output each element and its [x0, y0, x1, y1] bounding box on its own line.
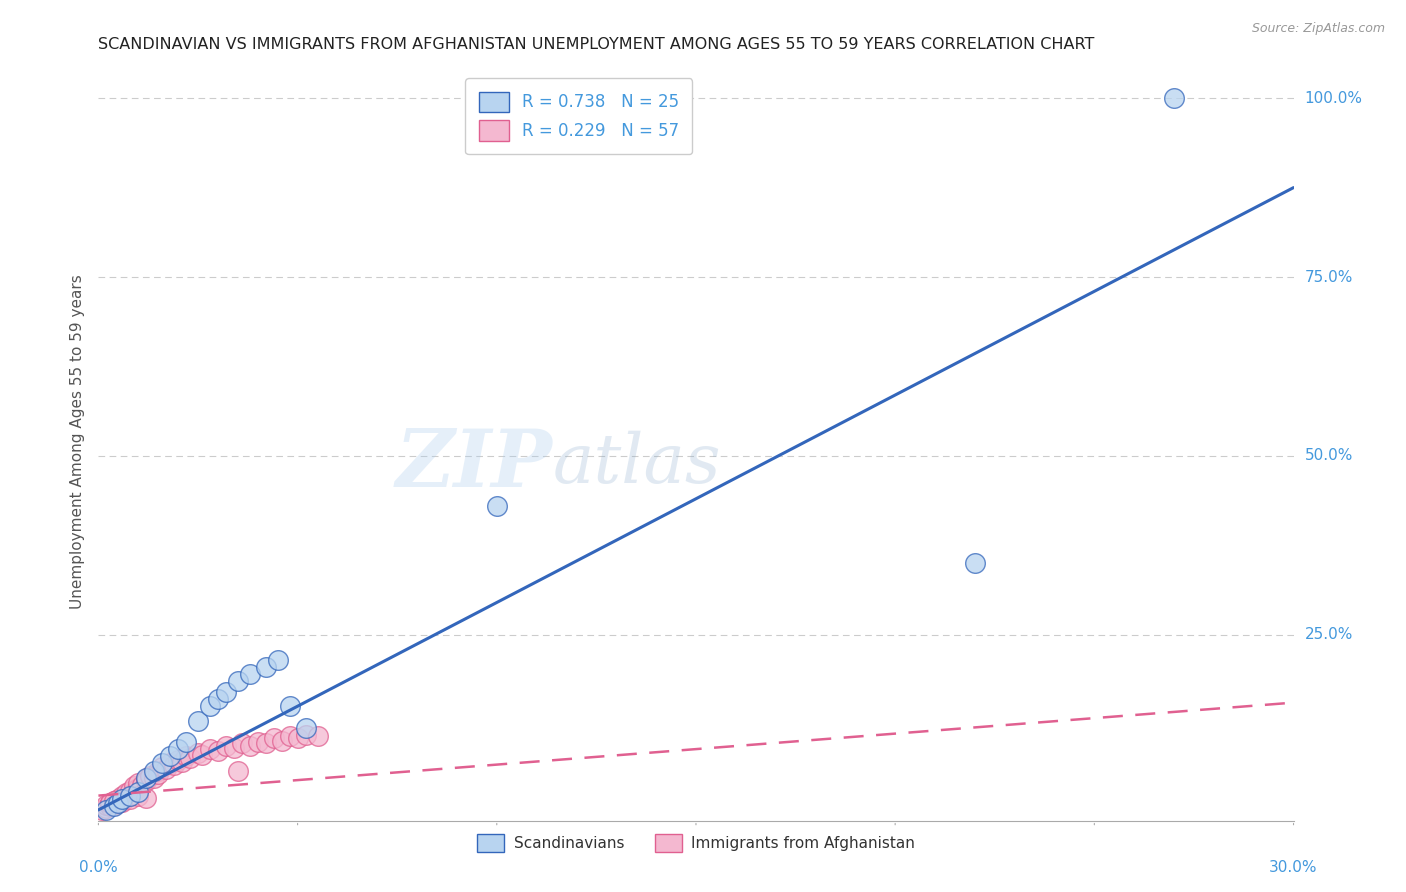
- Point: [294, 721, 316, 735]
- Point: [127, 789, 149, 803]
- Legend: Scandinavians, Immigrants from Afghanistan: Scandinavians, Immigrants from Afghanist…: [471, 828, 921, 858]
- Point: [215, 739, 238, 753]
- Point: [174, 749, 197, 764]
- Point: [127, 785, 149, 799]
- Point: [239, 667, 262, 681]
- Point: [103, 799, 125, 814]
- Point: [179, 750, 201, 764]
- Point: [215, 685, 238, 699]
- Point: [172, 755, 194, 769]
- Text: 75.0%: 75.0%: [1305, 269, 1353, 285]
- Point: [222, 740, 245, 755]
- Point: [91, 803, 114, 817]
- Point: [98, 796, 122, 810]
- Point: [98, 796, 122, 810]
- Point: [103, 797, 125, 812]
- Point: [198, 699, 221, 714]
- Point: [287, 731, 309, 746]
- Point: [191, 747, 214, 762]
- Point: [485, 499, 508, 513]
- Point: [155, 762, 177, 776]
- Point: [239, 739, 262, 753]
- Point: [107, 796, 129, 810]
- Text: atlas: atlas: [553, 431, 721, 498]
- Point: [120, 783, 142, 797]
- Point: [139, 769, 162, 783]
- Point: [98, 799, 122, 814]
- Text: SCANDINAVIAN VS IMMIGRANTS FROM AFGHANISTAN UNEMPLOYMENT AMONG AGES 55 TO 59 YEA: SCANDINAVIAN VS IMMIGRANTS FROM AFGHANIS…: [98, 37, 1095, 52]
- Point: [163, 757, 186, 772]
- Point: [159, 749, 181, 764]
- Point: [1163, 91, 1185, 105]
- Point: [120, 792, 142, 806]
- Point: [226, 674, 249, 689]
- Point: [96, 797, 118, 812]
- Point: [111, 794, 134, 808]
- Point: [124, 785, 146, 799]
- Point: [246, 735, 269, 749]
- Point: [120, 789, 142, 803]
- Point: [226, 764, 249, 778]
- Point: [150, 760, 173, 774]
- Point: [207, 743, 229, 757]
- Point: [115, 787, 138, 801]
- Point: [135, 790, 157, 805]
- Point: [254, 736, 277, 750]
- Point: [96, 801, 118, 815]
- Point: [159, 756, 181, 771]
- Point: [187, 746, 209, 760]
- Text: 50.0%: 50.0%: [1305, 449, 1353, 463]
- Point: [131, 778, 153, 792]
- Point: [150, 756, 173, 771]
- Y-axis label: Unemployment Among Ages 55 to 59 years: Unemployment Among Ages 55 to 59 years: [69, 274, 84, 609]
- Point: [307, 729, 329, 743]
- Point: [124, 780, 146, 794]
- Text: ZIP: ZIP: [395, 425, 553, 503]
- Point: [278, 729, 301, 743]
- Point: [278, 699, 301, 714]
- Point: [96, 803, 118, 817]
- Point: [111, 795, 134, 809]
- Point: [174, 735, 197, 749]
- Point: [135, 772, 157, 786]
- Point: [103, 794, 125, 808]
- Point: [111, 789, 134, 803]
- Point: [148, 767, 170, 781]
- Point: [167, 753, 190, 767]
- Point: [120, 789, 142, 803]
- Point: [267, 653, 290, 667]
- Point: [187, 714, 209, 728]
- Point: [135, 774, 157, 789]
- Point: [107, 792, 129, 806]
- Text: 0.0%: 0.0%: [79, 860, 118, 874]
- Point: [127, 781, 149, 796]
- Point: [231, 736, 253, 750]
- Text: 25.0%: 25.0%: [1305, 627, 1353, 642]
- Point: [115, 790, 138, 805]
- Point: [103, 794, 125, 808]
- Point: [111, 792, 134, 806]
- Point: [107, 796, 129, 810]
- Point: [254, 660, 277, 674]
- Point: [143, 771, 166, 785]
- Point: [127, 776, 149, 790]
- Point: [963, 556, 986, 570]
- Text: 100.0%: 100.0%: [1305, 91, 1362, 106]
- Point: [207, 692, 229, 706]
- Point: [167, 742, 190, 756]
- Text: 30.0%: 30.0%: [1270, 860, 1317, 874]
- Text: Source: ZipAtlas.com: Source: ZipAtlas.com: [1251, 22, 1385, 36]
- Point: [263, 731, 285, 746]
- Point: [135, 771, 157, 785]
- Point: [198, 742, 221, 756]
- Point: [148, 764, 170, 778]
- Point: [143, 764, 166, 778]
- Point: [270, 733, 292, 747]
- Point: [294, 728, 316, 742]
